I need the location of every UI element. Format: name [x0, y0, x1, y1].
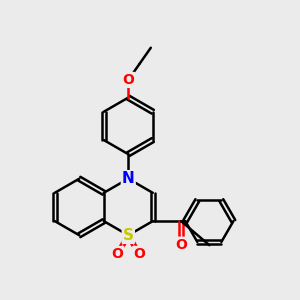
- Text: O: O: [175, 238, 187, 252]
- Text: N: N: [122, 171, 135, 186]
- Text: O: O: [122, 73, 134, 87]
- Text: O: O: [112, 247, 123, 261]
- Text: O: O: [133, 247, 145, 261]
- Text: S: S: [123, 228, 134, 243]
